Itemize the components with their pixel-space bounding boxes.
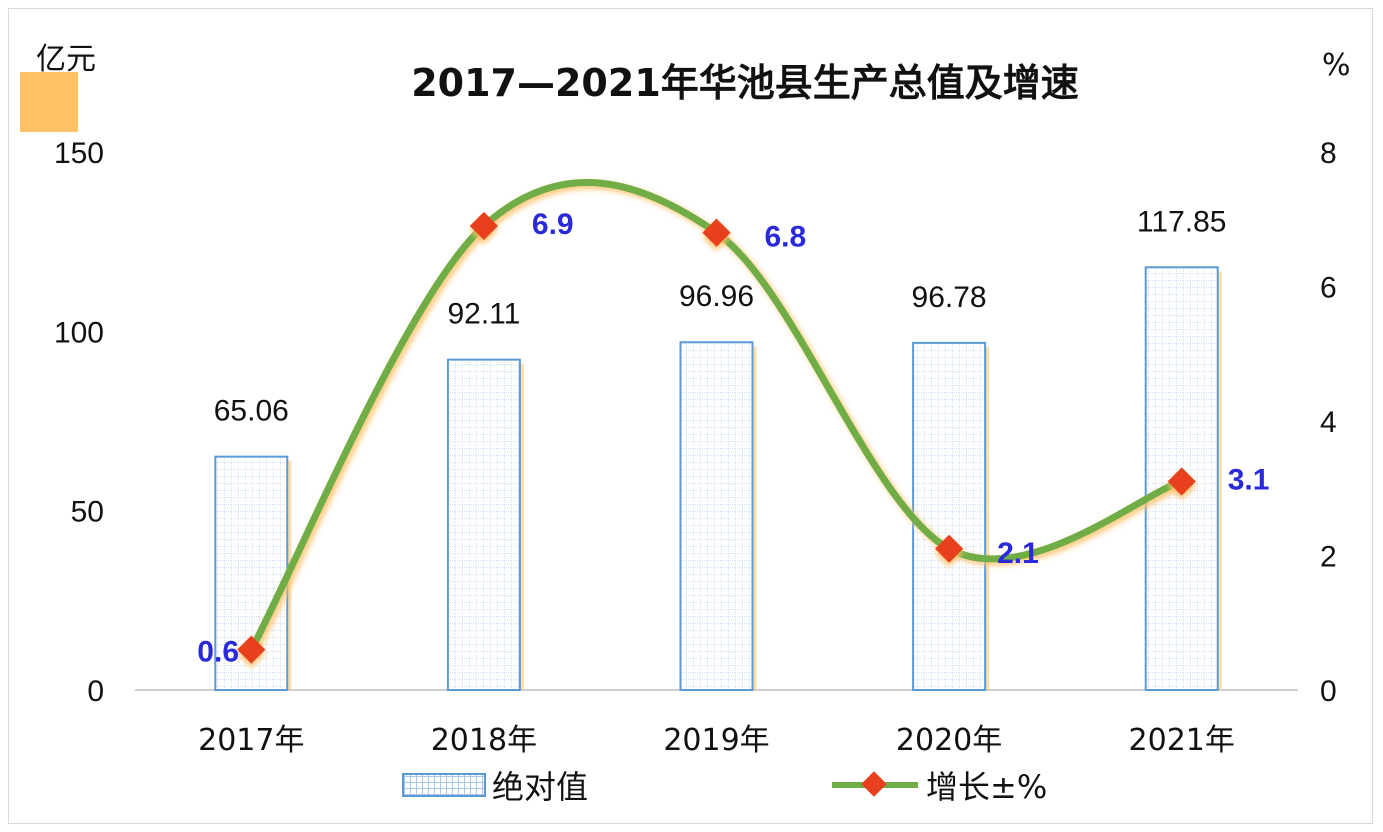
left-tick-label: 0 [87,675,104,708]
growth-marker [934,534,964,563]
bar-value-label: 117.85 [1137,205,1227,238]
legend-item-bars: 绝对值 [402,762,588,808]
chart-title: 2017—2021年华池县生产总值及增速 [411,61,1079,105]
category-label: 2020年 [896,723,1002,758]
growth-value-label: 3.1 [1228,464,1270,497]
bar-value-label: 96.78 [912,281,987,314]
bar [446,358,521,691]
growth-marker [702,218,731,247]
growth-marker [1167,467,1196,496]
left-tick-label: 150 [54,137,104,170]
legend-line-swatch [832,770,918,800]
category-label: 2021年 [1129,723,1235,758]
bar [912,341,987,691]
bar-value-label: 65.06 [214,395,289,428]
legend-bar-label: 绝对值 [492,768,589,806]
bar-value-label: 96.96 [679,280,754,313]
left-tick-label: 100 [54,316,104,349]
bar-value-label: 92.11 [447,298,520,331]
bar [214,455,289,691]
growth-marker [237,635,266,664]
bar [679,341,754,691]
growth-value-label: 6.9 [532,208,574,241]
right-tick-label: 0 [1320,675,1337,708]
legend-item-line: 增长±% [832,762,1047,808]
right-tick-label: 6 [1320,272,1337,305]
right-axis-unit: % [1322,48,1351,83]
left-axis-unit: 亿元 [36,42,96,77]
category-label: 2017年 [198,723,304,758]
category-label: 2018年 [431,723,537,758]
category-label: 2019年 [663,723,769,758]
right-tick-label: 8 [1320,137,1337,170]
growth-value-label: 0.6 [197,636,239,669]
growth-value-label: 6.8 [765,221,807,254]
left-tick-label: 50 [71,496,104,529]
legend-bar-swatch [402,773,486,797]
decorative-square [20,72,78,132]
growth-value-label: 2.1 [997,537,1039,570]
right-tick-label: 4 [1320,406,1337,439]
legend-line-label: 增长±% [926,768,1048,806]
right-tick-label: 2 [1320,541,1337,574]
